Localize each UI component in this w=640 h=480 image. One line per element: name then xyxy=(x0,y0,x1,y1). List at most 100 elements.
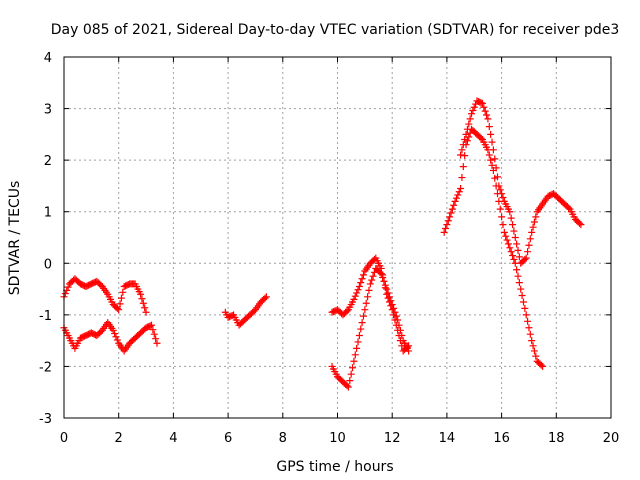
x-tick-label: 4 xyxy=(169,431,177,446)
data-point xyxy=(137,290,145,298)
data-point-run xyxy=(72,337,83,350)
data-point xyxy=(577,221,585,229)
data-point-run xyxy=(463,115,474,133)
series-seg3-a xyxy=(328,254,413,355)
data-point-run xyxy=(89,278,99,287)
data-point-run xyxy=(491,155,501,181)
data-point-run xyxy=(524,317,534,338)
data-point-run xyxy=(502,232,512,248)
data-point-run xyxy=(384,289,395,305)
data-point-run xyxy=(362,286,373,307)
data-point-run xyxy=(540,194,551,206)
data-point-run xyxy=(485,151,496,169)
data-point-run xyxy=(100,284,110,296)
x-tick-label: 10 xyxy=(329,431,346,446)
data-point-run xyxy=(335,307,346,318)
data-point-run xyxy=(496,186,507,202)
x-axis-label: GPS time / hours xyxy=(276,459,393,475)
data-point-run xyxy=(529,213,540,231)
data-point-run xyxy=(61,326,72,339)
data-point xyxy=(457,185,465,193)
data-point-run xyxy=(513,266,523,287)
data-point-run xyxy=(83,330,94,339)
x-tick-label: 0 xyxy=(60,431,68,446)
series-seg1-lower xyxy=(60,319,161,355)
data-point-run xyxy=(513,240,523,261)
data-point-run xyxy=(138,325,149,336)
data-point-run xyxy=(346,364,357,385)
data-point-run xyxy=(518,255,529,266)
data-point-run xyxy=(395,321,406,339)
data-point xyxy=(446,213,454,221)
data-point xyxy=(262,293,270,301)
y-tick-label: -2 xyxy=(39,360,52,375)
data-point-run xyxy=(379,273,389,289)
data-point-run xyxy=(357,312,367,333)
data-point-run xyxy=(496,205,507,229)
data-point xyxy=(506,208,514,216)
data-point-run xyxy=(390,304,400,320)
data-point-run xyxy=(138,295,149,312)
x-tick-label: 18 xyxy=(548,431,565,446)
data-point-run xyxy=(132,330,143,341)
data-point-run xyxy=(535,202,545,214)
data-point-run xyxy=(362,261,373,273)
data-point-run xyxy=(524,235,534,256)
y-tick-label: 4 xyxy=(44,51,52,66)
data-point xyxy=(344,383,352,391)
data-point xyxy=(366,280,374,288)
data-point-run xyxy=(384,294,395,310)
data-point-run xyxy=(340,307,351,318)
data-point-run xyxy=(94,328,105,338)
data-point xyxy=(451,197,459,205)
data-point xyxy=(462,130,470,138)
data-point-run xyxy=(127,335,138,346)
data-point-run xyxy=(143,322,154,331)
data-point xyxy=(517,285,525,293)
data-point xyxy=(115,306,123,314)
y-tick-label: 3 xyxy=(44,103,52,118)
data-point-run xyxy=(368,268,378,284)
data-point-run xyxy=(474,132,485,142)
data-point-run xyxy=(573,217,584,227)
data-point xyxy=(495,182,503,190)
x-tick-label: 2 xyxy=(115,431,123,446)
data-point-run xyxy=(116,288,127,308)
data-point xyxy=(388,301,396,309)
data-point-run xyxy=(357,271,367,287)
data-point xyxy=(500,228,508,236)
data-point-run xyxy=(236,317,247,328)
data-point-run xyxy=(132,282,143,296)
data-point-run xyxy=(351,286,362,300)
y-tick-label: 0 xyxy=(44,257,52,272)
y-tick-label: -1 xyxy=(39,309,52,324)
data-point-run xyxy=(242,312,253,323)
data-point-run xyxy=(368,255,378,266)
data-point-run xyxy=(480,103,491,119)
x-tick-label: 14 xyxy=(439,431,456,446)
chart-title: Day 085 of 2021, Sidereal Day-to-day VTE… xyxy=(51,22,620,38)
data-point-run xyxy=(507,248,518,263)
data-point-run xyxy=(105,293,116,306)
data-point xyxy=(377,270,385,278)
series-seg4-b xyxy=(457,97,585,267)
data-point xyxy=(528,228,536,236)
data-point-run xyxy=(253,300,264,312)
x-tick-label: 8 xyxy=(279,431,287,446)
plot-frame xyxy=(63,56,612,419)
data-point-run xyxy=(72,276,83,287)
series-seg3-b xyxy=(328,264,413,391)
data-point-run xyxy=(518,292,529,312)
data-point-run xyxy=(556,196,567,207)
data-point-run xyxy=(94,279,105,289)
data-point-run xyxy=(401,339,411,352)
data-point-run xyxy=(458,136,469,154)
data-point xyxy=(539,362,547,370)
data-point-run xyxy=(225,312,236,321)
x-tick-label: 20 xyxy=(603,431,620,446)
data-point xyxy=(528,337,536,345)
series-seg4-a xyxy=(440,125,547,370)
data-point xyxy=(511,234,519,241)
data-point-run xyxy=(469,100,480,115)
